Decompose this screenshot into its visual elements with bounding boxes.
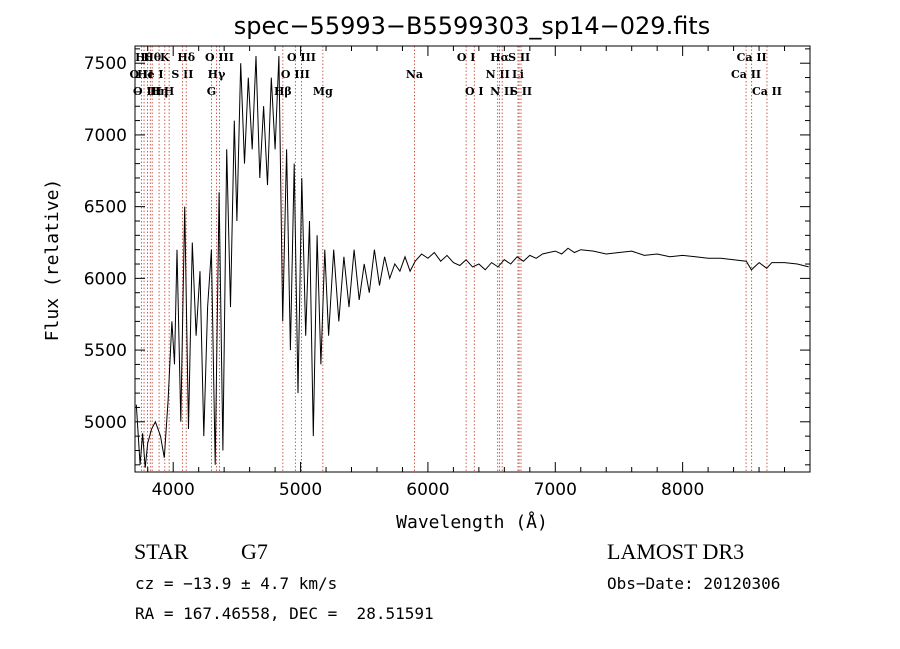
object-subclass: G7: [241, 539, 268, 564]
tick-label: 7500: [84, 54, 127, 74]
spectral-line-label: O III: [281, 68, 310, 81]
spectral-line-label: Hα: [490, 51, 509, 64]
redshift-velocity: cz = −13.9 ± 4.7 km/s: [135, 574, 338, 593]
tick-label: 6000: [406, 480, 449, 500]
tick-label: 7000: [534, 480, 577, 500]
tick-label: 5000: [279, 480, 322, 500]
coordinates: RA = 167.46558, DEC = 28.51591: [135, 604, 434, 623]
spectral-line-label: Li: [512, 68, 524, 81]
survey-name: LAMOST DR3: [607, 539, 745, 564]
spectral-line-label: Hη: [150, 85, 168, 98]
axis-ticks: 4000 5000 6000 7000 8000 5000 5500 6000 6500 7000…: [84, 46, 810, 500]
spectral-line-label: Hβ: [274, 85, 292, 98]
plot-frame: [134, 45, 811, 473]
observation-date: Obs−Date: 20120306: [607, 574, 781, 593]
spectral-line-label: Mg: [313, 85, 333, 98]
object-class: STAR: [134, 539, 189, 564]
tick-label: 8000: [661, 480, 704, 500]
chart-title: spec−55993−B5599303_sp14−029.fits: [234, 12, 710, 40]
tick-label: 6500: [84, 198, 127, 218]
tick-label: 6000: [84, 269, 127, 289]
spectral-line-label: G: [207, 85, 216, 98]
tick-label: 7000: [84, 126, 127, 146]
spectral-line-label: H: [164, 85, 174, 98]
spectral-line-label: S II: [510, 85, 532, 98]
tick-label: 4000: [152, 480, 195, 500]
spectral-line-label: N II: [486, 68, 510, 81]
tick-label: 5500: [84, 341, 127, 361]
spectral-line-label: O I: [465, 85, 484, 98]
spectral-line-label: S II: [171, 68, 193, 81]
tick-label: 5000: [84, 413, 127, 433]
spectral-line-label: He I: [137, 68, 163, 81]
spectral-line-label: Ca II: [737, 51, 767, 64]
spectral-line-label: Hγ: [208, 68, 226, 81]
spectral-line-label: O I: [457, 51, 476, 64]
spectral-line-label: O III: [287, 51, 316, 64]
flux-series-line: [135, 55, 809, 468]
spectral-line-label: Ca II: [752, 85, 782, 98]
spectral-line-label: Na: [406, 68, 423, 81]
spectral-line-label: Hθ: [135, 51, 153, 64]
spectral-line-label: O III: [205, 51, 234, 64]
spectral-line-label: Ca II: [731, 68, 761, 81]
spectral-line-label: S II: [508, 51, 530, 64]
y-axis-label: Flux (relative): [42, 179, 63, 342]
spectral-line-label: Hδ: [177, 51, 195, 64]
spectral-line-label: K: [160, 51, 170, 64]
spectral-line-label: O III: [133, 85, 162, 98]
x-axis-label: Wavelength (Å): [396, 511, 548, 533]
spectral-line-label: N II: [490, 85, 514, 98]
spectral-line-label: Hθ: [143, 51, 161, 64]
